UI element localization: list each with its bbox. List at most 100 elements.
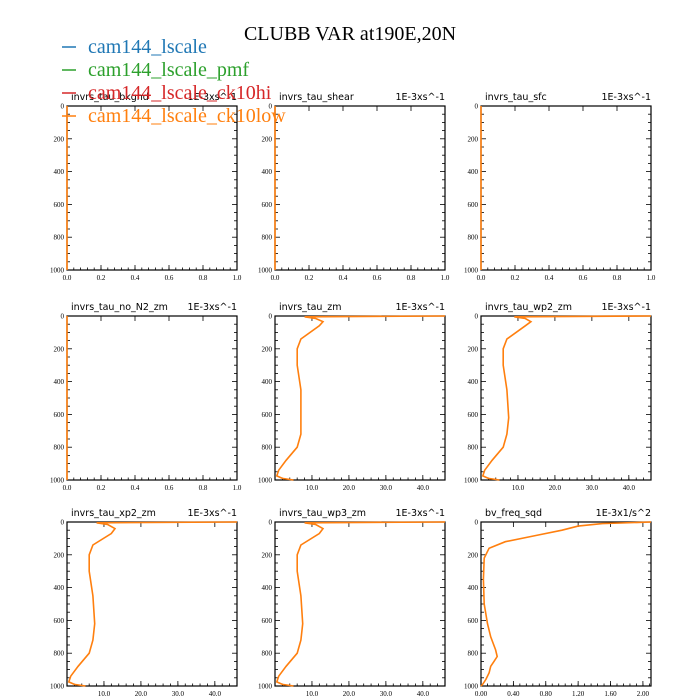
y-tick-label: 400 — [262, 168, 273, 176]
panel-invrs-tau-xp2-zm: invrs_tau_xp2_zm 1E-3xs^-1 0 200 400 600 800 10… — [50, 508, 238, 698]
x-tick-label: 0.4 — [131, 484, 140, 492]
x-tick-label: 0.80 — [540, 690, 553, 698]
y-tick-label: 0 — [61, 519, 65, 527]
y-tick-label: 0 — [475, 313, 479, 321]
x-tick-label: 30.0 — [586, 484, 599, 492]
x-tick-label: 0.6 — [373, 274, 382, 282]
panel-invrs-tau-no-N2-zm: invrs_tau_no_N2_zm 1E-3xs^-1 0 200 400 600 800… — [50, 302, 242, 492]
plot-frame — [480, 521, 652, 687]
y-tick-label: 1000 — [258, 683, 273, 691]
legend: cam144_lscalecam144_lscale_pmfcam144_lsc… — [62, 36, 286, 127]
y-tick-label: 800 — [54, 650, 65, 658]
y-tick-label: 200 — [262, 135, 273, 143]
y-tick-label: 600 — [468, 201, 479, 209]
y-tick-label: 0 — [269, 313, 273, 321]
y-tick-label: 200 — [262, 551, 273, 559]
x-tick-label: 0.00 — [475, 690, 488, 698]
x-tick-label: 0.2 — [97, 484, 106, 492]
x-tick-label: 40.0 — [417, 484, 430, 492]
x-tick-label: 0.6 — [165, 274, 174, 282]
y-tick-label: 0 — [269, 103, 273, 111]
x-tick-label: 0.6 — [165, 484, 174, 492]
x-tick-label: 20.0 — [343, 484, 356, 492]
y-tick-label: 600 — [54, 617, 65, 625]
x-tick-label: 1.0 — [233, 484, 242, 492]
y-tick-label: 800 — [262, 650, 273, 658]
y-tick-label: 600 — [262, 617, 273, 625]
panel-title: invrs_tau_bkgnd — [71, 92, 149, 103]
x-tick-label: 1.0 — [441, 274, 450, 282]
x-tick-label: 10.0 — [512, 484, 525, 492]
panel-invrs-tau-shear: invrs_tau_shear 1E-3xs^-1 0 200 400 600 800 100… — [258, 92, 450, 282]
panel-title: bv_freq_sqd — [485, 508, 542, 519]
x-tick-label: 30.0 — [380, 690, 393, 698]
x-tick-label: 0.8 — [199, 484, 208, 492]
y-tick-label: 400 — [54, 168, 65, 176]
x-tick-label: 0.0 — [63, 274, 72, 282]
x-tick-label: 1.60 — [604, 690, 617, 698]
panel-invrs-tau-wp2-zm: invrs_tau_wp2_zm 1E-3xs^-1 0 200 400 600 800 10… — [464, 302, 652, 492]
x-tick-label: 30.0 — [380, 484, 393, 492]
x-tick-label: 0.4 — [339, 274, 348, 282]
x-tick-label: 1.0 — [233, 274, 242, 282]
panel-units: 1E-3xs^-1 — [395, 302, 445, 313]
y-tick-label: 800 — [468, 444, 479, 452]
series-line — [481, 315, 652, 481]
x-tick-label: 0.2 — [511, 274, 520, 282]
panels: invrs_tau_bkgnd 1E-3xs^-1 0 200 400 600 800 100… — [50, 92, 656, 698]
x-tick-label: 0.4 — [131, 274, 140, 282]
y-tick-label: 800 — [262, 234, 273, 242]
y-tick-label: 200 — [54, 551, 65, 559]
y-tick-label: 200 — [262, 345, 273, 353]
x-tick-label: 20.0 — [343, 690, 356, 698]
panel-units: 1E-3xs^-1 — [395, 92, 445, 103]
x-tick-label: 20.0 — [549, 484, 562, 492]
y-tick-label: 400 — [262, 584, 273, 592]
y-tick-label: 1000 — [50, 683, 65, 691]
panel-units: 1E-3x1/s^2 — [596, 508, 651, 519]
panel-title: invrs_tau_shear — [279, 92, 354, 103]
panel-units: 1E-3xs^-1 — [187, 92, 237, 103]
y-tick-label: 1000 — [464, 267, 479, 275]
x-tick-label: 10.0 — [306, 484, 319, 492]
x-tick-label: 0.0 — [63, 484, 72, 492]
x-tick-label: 40.0 — [417, 690, 430, 698]
x-tick-label: 0.0 — [271, 274, 280, 282]
panel-invrs-tau-bkgnd: invrs_tau_bkgnd 1E-3xs^-1 0 200 400 600 800 100… — [50, 92, 242, 282]
y-tick-label: 400 — [468, 168, 479, 176]
y-tick-label: 200 — [468, 345, 479, 353]
legend-label: cam144_lscale — [88, 36, 207, 58]
y-tick-label: 600 — [262, 411, 273, 419]
y-tick-label: 800 — [54, 444, 65, 452]
plot-frame — [66, 105, 238, 271]
panel-title: invrs_tau_xp2_zm — [71, 508, 156, 519]
y-tick-label: 800 — [262, 444, 273, 452]
plot-frame — [274, 105, 446, 271]
y-tick-label: 400 — [468, 378, 479, 386]
y-tick-label: 0 — [269, 519, 273, 527]
y-tick-label: 200 — [468, 135, 479, 143]
series-line — [480, 521, 652, 687]
y-tick-label: 600 — [54, 201, 65, 209]
y-tick-label: 1000 — [464, 477, 479, 485]
x-tick-label: 0.6 — [579, 274, 588, 282]
y-tick-label: 800 — [54, 234, 65, 242]
y-tick-label: 0 — [475, 519, 479, 527]
y-tick-label: 1000 — [464, 683, 479, 691]
x-tick-label: 20.0 — [135, 690, 148, 698]
x-tick-label: 0.2 — [305, 274, 314, 282]
panel-invrs-tau-wp3-zm: invrs_tau_wp3_zm 1E-3xs^-1 0 200 400 600 800 10… — [258, 508, 446, 698]
panel-title: invrs_tau_wp3_zm — [279, 508, 366, 519]
legend-label: cam144_lscale_ck10hi — [88, 82, 272, 104]
x-tick-label: 10.0 — [98, 690, 111, 698]
y-tick-label: 400 — [54, 378, 65, 386]
x-tick-label: 0.2 — [97, 274, 106, 282]
panel-invrs-tau-zm: invrs_tau_zm 1E-3xs^-1 0 200 400 600 800 1000 10… — [258, 302, 446, 492]
series-line — [275, 315, 446, 481]
series-line — [275, 521, 446, 687]
x-tick-label: 0.8 — [613, 274, 622, 282]
x-tick-label: 2.00 — [637, 690, 650, 698]
panel-title: invrs_tau_wp2_zm — [485, 302, 572, 313]
legend-label: cam144_lscale_ck10low — [88, 105, 286, 127]
y-tick-label: 1000 — [258, 477, 273, 485]
